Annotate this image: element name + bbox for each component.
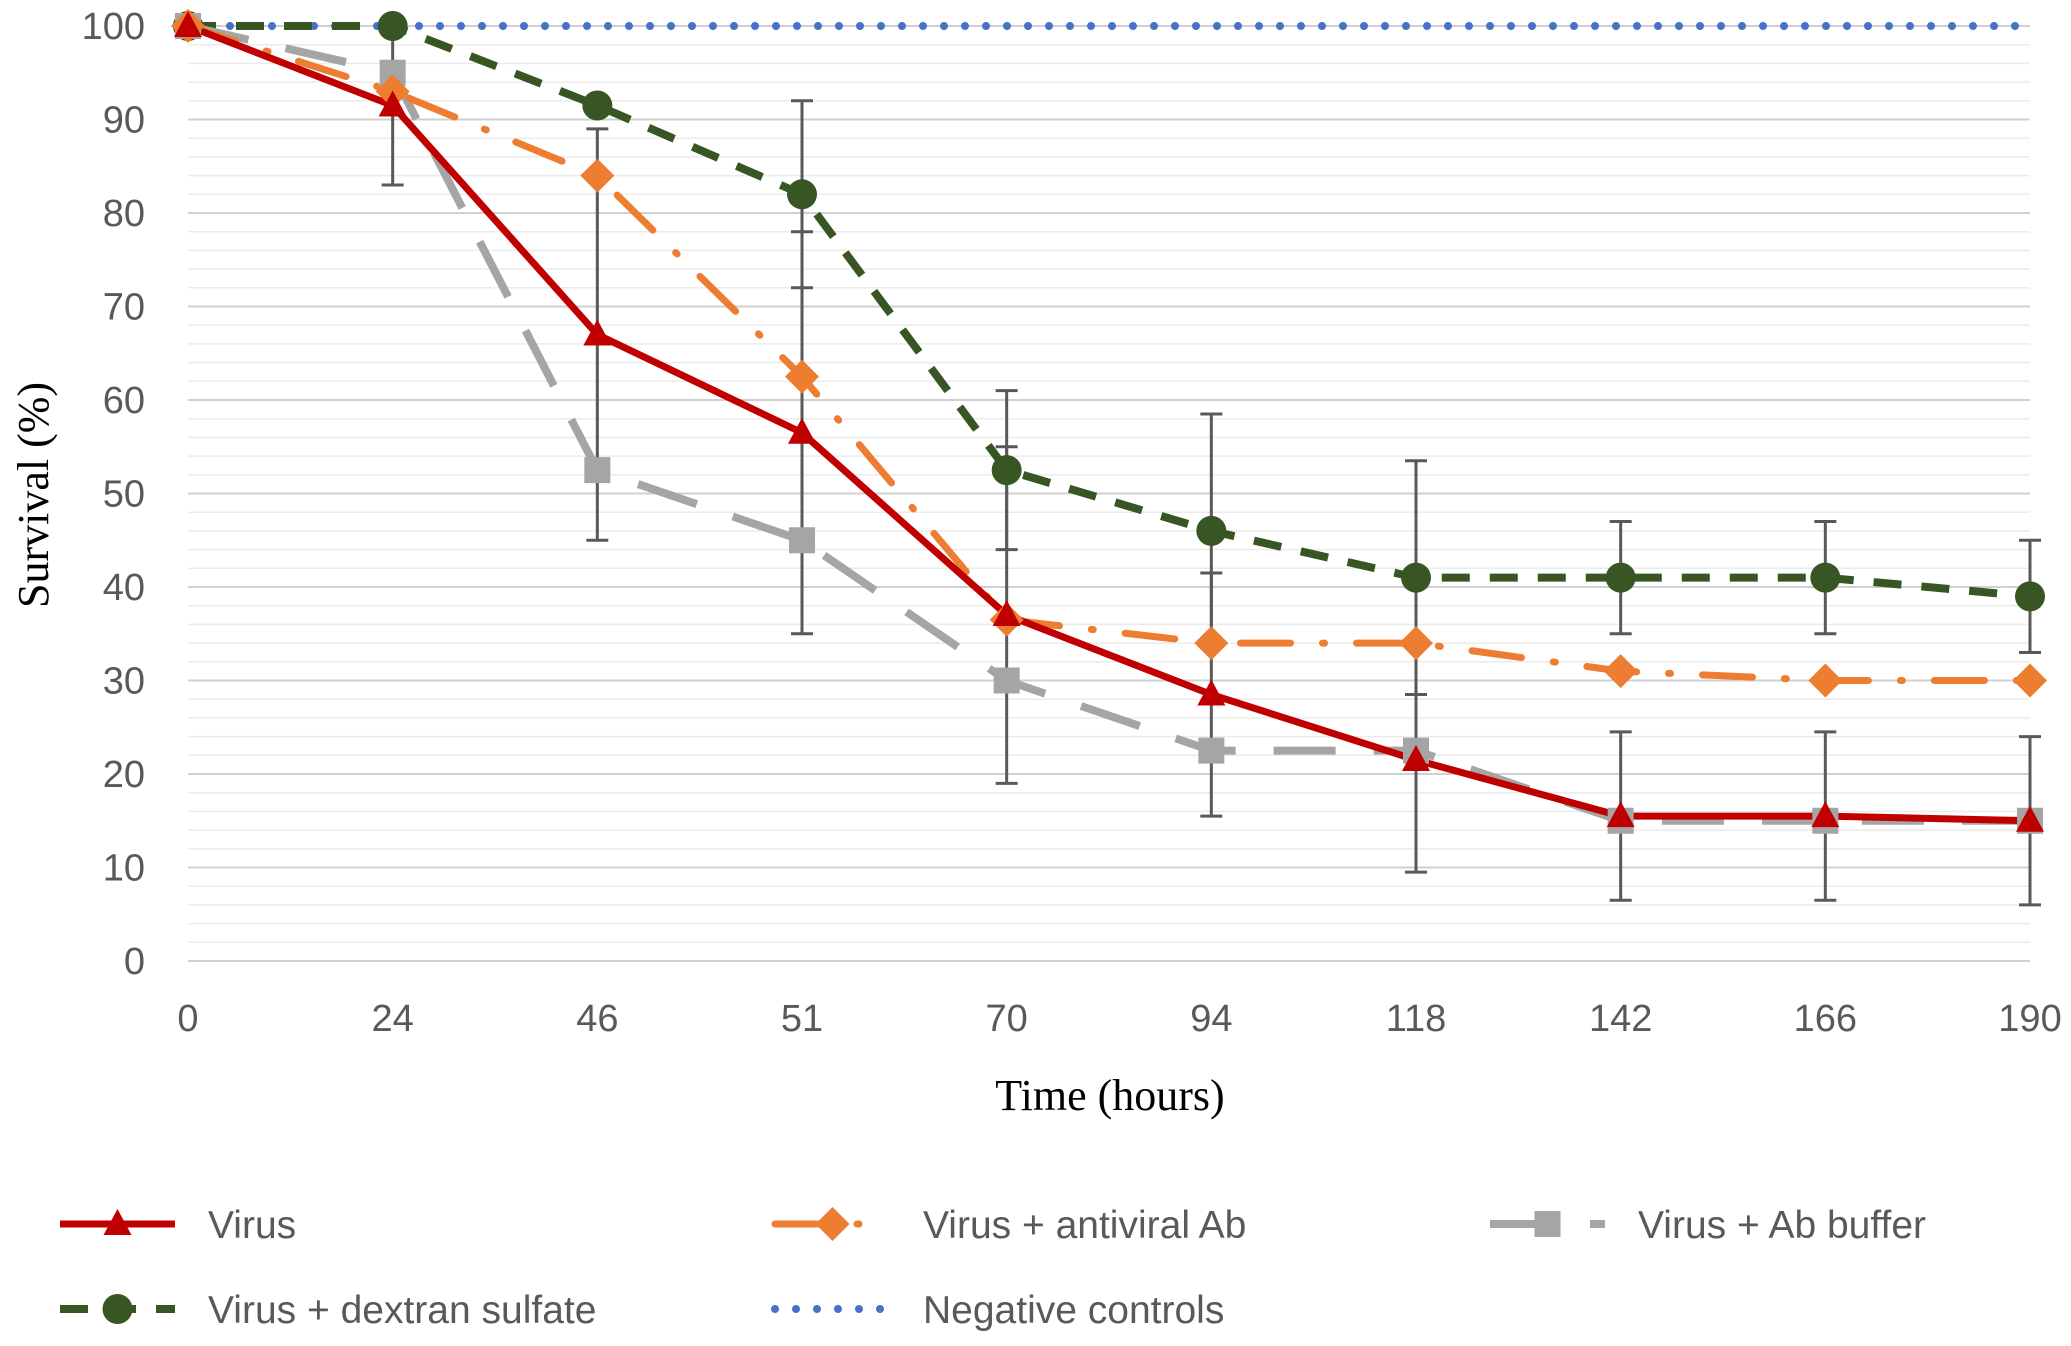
data-point-marker — [583, 319, 612, 346]
series-line — [186, 22, 2031, 825]
legend-swatch-marker — [1534, 1211, 1561, 1237]
y-tick-label: 50 — [103, 474, 145, 516]
data-point-marker — [787, 179, 817, 210]
y-tick-label: 90 — [103, 100, 145, 142]
series-line — [187, 22, 2030, 825]
data-point-marker — [174, 11, 202, 37]
legend-label: Virus + antiviral Ab — [923, 1204, 1246, 1247]
data-point-marker — [1196, 515, 1227, 546]
data-point-marker — [785, 359, 819, 394]
data-point-marker — [582, 90, 613, 121]
data-point-marker — [1810, 562, 1841, 593]
data-point-marker — [1605, 562, 1636, 593]
series-line — [188, 22, 2031, 601]
data-point-marker — [1194, 626, 1229, 661]
series-markers — [171, 9, 2047, 834]
legend-label: Virus + dextran sulfate — [208, 1289, 596, 1332]
y-tick-label: 20 — [103, 754, 145, 796]
y-tick-label: 0 — [124, 941, 145, 983]
data-point-marker — [1399, 626, 1433, 661]
y-tick-label: 70 — [103, 287, 145, 329]
data-point-marker — [993, 667, 1020, 694]
data-point-marker — [991, 455, 1022, 486]
series-lines — [184, 22, 2034, 825]
data-point-marker — [2015, 581, 2045, 612]
y-tick-label: 80 — [103, 193, 145, 235]
data-point-marker — [789, 527, 815, 554]
y-tick-label: 60 — [103, 380, 145, 422]
data-point-marker — [1197, 679, 1226, 706]
data-point-marker — [1811, 801, 1840, 828]
x-tick-label: 118 — [1386, 998, 1447, 1040]
data-point-marker — [2016, 805, 2044, 832]
y-axis-title: Survival (%) — [9, 382, 58, 608]
data-point-marker — [788, 417, 816, 444]
legend-swatch-marker — [102, 1294, 133, 1324]
x-tick-label: 46 — [576, 998, 618, 1040]
legend-swatch-marker — [103, 1209, 132, 1235]
data-point-marker — [584, 457, 611, 484]
y-tick-label: 40 — [103, 567, 145, 609]
y-axis-tick-labels: 0 10 20 30 40 50 60 70 80 90 100 — [82, 6, 145, 983]
x-axis-tick-labels: 0 24 46 51 70 94 118 142 166 190 — [177, 998, 2061, 1040]
data-point-marker — [1402, 744, 1430, 771]
x-axis-title: Time (hours) — [995, 1071, 1224, 1120]
x-tick-label: 24 — [372, 998, 414, 1040]
x-tick-label: 94 — [1190, 998, 1232, 1040]
data-point-marker — [377, 11, 408, 41]
data-point-marker — [580, 158, 615, 193]
x-tick-label: 166 — [1794, 998, 1857, 1040]
y-tick-label: 10 — [103, 848, 145, 890]
x-tick-label: 70 — [986, 998, 1028, 1040]
grid-lines — [188, 25, 2030, 962]
data-point-marker — [1808, 663, 1843, 698]
data-point-marker — [1603, 654, 1638, 689]
legend-swatch-marker — [815, 1207, 850, 1241]
data-point-marker — [1401, 562, 1431, 593]
legend-label: Virus — [208, 1204, 296, 1247]
data-point-marker — [992, 600, 1021, 627]
data-point-marker — [2013, 663, 2047, 698]
legend-label: Negative controls — [923, 1289, 1224, 1332]
y-tick-label: 100 — [82, 6, 145, 48]
x-tick-label: 0 — [177, 998, 198, 1040]
series-line — [184, 22, 2034, 684]
y-tick-label: 30 — [103, 661, 145, 703]
legend: Virus Virus + antiviral Ab Virus + Ab buff… — [60, 1204, 1926, 1332]
data-point-marker — [1606, 801, 1635, 828]
data-point-marker — [1198, 737, 1225, 764]
legend-label: Virus + Ab buffer — [1638, 1204, 1926, 1247]
x-tick-label: 51 — [781, 998, 823, 1040]
x-tick-label: 190 — [1998, 998, 2061, 1040]
data-point-marker — [378, 90, 407, 117]
x-tick-label: 142 — [1589, 998, 1652, 1040]
